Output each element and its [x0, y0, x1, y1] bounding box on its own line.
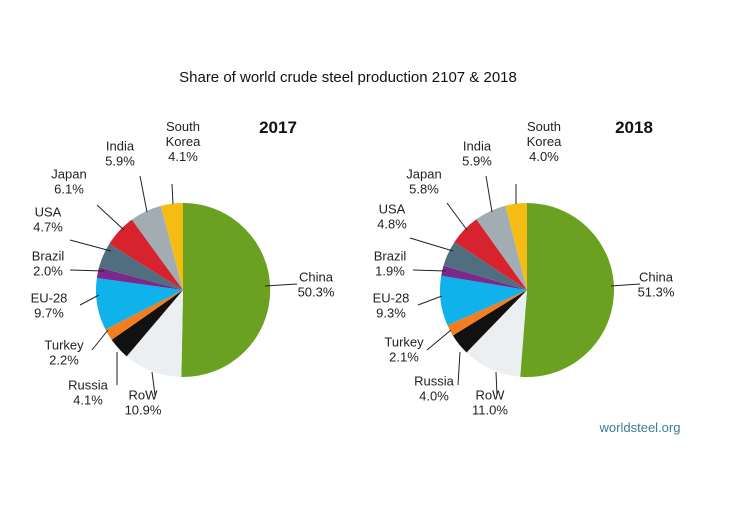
slice-label-south-korea-2018: South Korea 4.0%	[527, 119, 562, 164]
leader-line-china-2017	[264, 283, 298, 287]
slice-label-china-2018: China 51.3%	[638, 270, 675, 300]
slice-label-japan-2018: Japan 5.8%	[406, 167, 441, 197]
slice-value-japan-2017: 6.1%	[54, 182, 84, 197]
slice-label-china-2017: China 50.3%	[298, 270, 335, 300]
slice-value-india-2018: 5.9%	[462, 154, 492, 169]
slice-value-russia-2018: 4.0%	[419, 389, 449, 404]
leader-line-india-2017	[139, 175, 148, 213]
leader-line-japan-2018	[446, 202, 468, 231]
slice-label-turkey-2017: Turkey 2.2%	[44, 338, 84, 368]
slice-label-turkey-2018: Turkey 2.1%	[384, 335, 424, 365]
pie-slice-china-2018	[520, 203, 615, 377]
slice-value-usa-2018: 4.8%	[377, 217, 407, 232]
slice-value-china-2017: 50.3%	[298, 285, 335, 300]
pie-slice-eu-28-2018	[440, 275, 527, 326]
slice-value-turkey-2017: 2.2%	[49, 353, 79, 368]
pie-slice-usa-2018	[443, 241, 527, 290]
pie-slice-russia-2017	[111, 290, 183, 357]
pie-slice-turkey-2017	[105, 290, 183, 340]
leader-line-brazil-2018	[412, 269, 447, 272]
slice-value-row-2017: 10.9%	[125, 403, 162, 418]
slice-value-south-korea-2017: 4.1%	[168, 149, 198, 164]
slice-label-row-2017: RoW 10.9%	[125, 388, 162, 418]
pie-title-2018: 2018	[615, 118, 653, 137]
figure-title: Share of world crude steel production 21…	[179, 69, 517, 86]
pie-title-2017: 2017	[259, 118, 297, 137]
pie-slice-row-2018	[466, 290, 527, 377]
leader-line-japan-2017	[96, 204, 125, 231]
slice-value-brazil-2018: 1.9%	[375, 264, 405, 279]
slice-label-south-korea-2017: South Korea 4.1%	[166, 119, 201, 164]
leader-line-russia-2018	[457, 351, 461, 386]
leader-line-usa-2018	[409, 237, 454, 252]
pie-slice-brazil-2018	[441, 265, 527, 290]
pie-slice-turkey-2018	[447, 290, 527, 336]
slice-label-usa-2018: USA 4.8%	[377, 202, 407, 232]
pie-slice-india-2017	[131, 205, 183, 290]
slice-value-usa-2017: 4.7%	[33, 220, 63, 235]
leader-line-brazil-2017	[69, 269, 105, 272]
slice-label-brazil-2017: Brazil 2.0%	[32, 249, 65, 279]
pie-chart-2017: 2017 China 50.3% RoW 10.9% Russia 4.1% Turkey 2.…	[31, 118, 335, 418]
leader-line-eu-28-2018	[417, 295, 443, 306]
leader-line-turkey-2018	[426, 329, 452, 351]
leader-line-turkey-2017	[91, 329, 109, 351]
slice-value-brazil-2017: 2.0%	[33, 264, 63, 279]
slice-label-india-2018: India 5.9%	[462, 139, 492, 169]
slice-label-japan-2017: Japan 6.1%	[51, 167, 86, 197]
pie-slice-south-korea-2017	[160, 203, 183, 290]
slice-value-eu-28-2018: 9.3%	[376, 306, 406, 321]
slice-value-japan-2018: 5.8%	[409, 182, 439, 197]
slice-label-eu-28-2018: EU-28 9.3%	[373, 291, 410, 321]
slice-value-row-2018: 11.0%	[472, 403, 508, 418]
slice-value-russia-2017: 4.1%	[73, 393, 103, 408]
pie-slice-russia-2018	[452, 290, 527, 353]
pie-slice-row-2017	[126, 290, 183, 377]
slice-label-usa-2017: USA 4.7%	[33, 205, 63, 235]
slice-label-india-2017: India 5.9%	[105, 139, 135, 169]
pie-slice-usa-2017	[99, 243, 183, 290]
leader-line-eu-28-2017	[79, 294, 100, 306]
pie-slice-south-korea-2018	[505, 203, 527, 290]
pie-slice-brazil-2017	[96, 267, 183, 290]
pie-slice-china-2017	[181, 202, 271, 377]
pie-slice-india-2018	[476, 205, 527, 290]
slice-label-russia-2017: Russia 4.1%	[68, 378, 109, 408]
slice-value-india-2017: 5.9%	[105, 154, 135, 169]
source-credit: worldsteel.org	[599, 420, 681, 435]
leader-line-china-2018	[610, 283, 641, 287]
slice-label-brazil-2018: Brazil 1.9%	[374, 249, 407, 279]
leader-line-india-2018	[485, 175, 493, 213]
slice-value-china-2018: 51.3%	[638, 285, 675, 300]
slice-value-eu-28-2017: 9.7%	[34, 306, 64, 321]
pie-chart-2018: 2018 China 51.3% RoW 11.0% Russia 4.0% Turkey 2.…	[373, 118, 675, 418]
leader-line-row-2017	[151, 371, 156, 396]
slice-label-row-2018: RoW 11.0%	[472, 388, 508, 418]
pie-slice-japan-2017	[109, 219, 183, 290]
leader-line-row-2018	[495, 371, 498, 396]
slice-value-south-korea-2018: 4.0%	[529, 149, 559, 164]
slice-value-turkey-2018: 2.1%	[389, 350, 419, 365]
pie-slice-japan-2018	[454, 219, 527, 290]
leader-line-usa-2017	[69, 239, 112, 252]
pie-slice-eu-28-2017	[95, 278, 183, 330]
slice-label-eu-28-2017: EU-28 9.7%	[31, 291, 68, 321]
leader-line-south-korea-2017	[171, 183, 174, 205]
slice-label-russia-2018: Russia 4.0%	[414, 374, 455, 404]
